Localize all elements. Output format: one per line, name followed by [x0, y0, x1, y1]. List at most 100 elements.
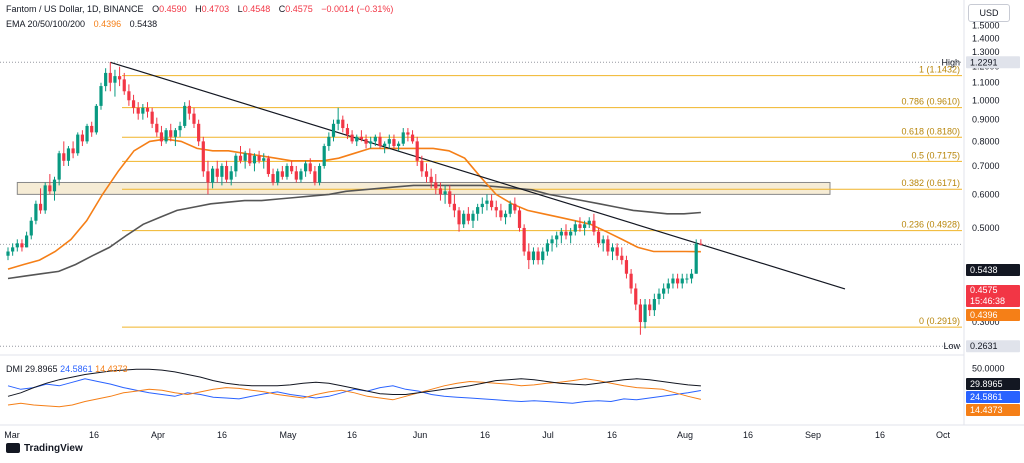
price-axis-tick: 1.3000: [972, 47, 1000, 57]
candle-body: [57, 153, 61, 180]
candle: [676, 273, 680, 289]
candle: [638, 299, 642, 335]
candle: [150, 107, 154, 129]
dmi-plus-line: [7, 378, 701, 404]
candle: [38, 188, 43, 214]
trendline: [110, 61, 846, 290]
candle: [527, 243, 531, 270]
candle: [118, 66, 122, 87]
candle: [480, 197, 484, 214]
candle: [392, 134, 396, 149]
dmi-badge: 24.5861: [970, 392, 1003, 402]
candle-body: [466, 213, 470, 221]
price-badge: 0.5438: [970, 265, 998, 275]
candle: [438, 182, 443, 201]
candle-body: [48, 185, 52, 192]
candle: [550, 235, 554, 252]
candle-body: [541, 251, 545, 261]
candle: [108, 62, 112, 92]
candle-body: [276, 171, 280, 183]
tradingview-label: TradingView: [24, 443, 83, 454]
candle-body: [569, 231, 573, 236]
dmi-adx-line: [7, 368, 701, 397]
candle-body: [141, 107, 145, 114]
tradingview-icon: [6, 443, 20, 454]
high-badge-bg: [966, 56, 1020, 69]
candle-body: [676, 278, 680, 284]
candle-body: [634, 288, 638, 305]
candle: [90, 121, 94, 137]
candle-body: [229, 171, 233, 180]
candle-body: [34, 203, 38, 221]
fib-level-label: 0.5 (0.7175): [911, 150, 960, 160]
dmi-header: DMI 29.8965 24.5861 14.4373: [6, 364, 128, 374]
price-badge: 0.4396: [970, 310, 998, 320]
candle: [141, 103, 145, 120]
candle: [285, 163, 289, 180]
candle: [648, 299, 652, 317]
countdown-badge: 15:46:38: [970, 296, 1005, 306]
candle: [634, 283, 638, 311]
candle: [243, 150, 247, 169]
candle-body: [215, 168, 219, 177]
candle: [606, 235, 610, 256]
candle: [155, 117, 159, 137]
ema-label: EMA 20/50/100/200: [6, 19, 86, 29]
candle-body: [262, 158, 266, 161]
candle-body: [536, 251, 540, 261]
candle-body: [564, 231, 568, 236]
candle-body: [197, 123, 201, 142]
dmi-minus-line: [7, 378, 702, 408]
candle-body: [643, 304, 647, 323]
candle: [429, 168, 433, 189]
price-axis-tick: 0.8000: [972, 136, 1000, 146]
candle: [76, 132, 80, 156]
candle-body: [187, 105, 191, 114]
candle: [136, 102, 140, 120]
candle-body: [350, 134, 354, 142]
candle: [517, 207, 522, 232]
candle-body: [406, 132, 410, 135]
candle-body: [397, 143, 401, 147]
candle: [476, 203, 480, 221]
candle-body: [248, 153, 252, 164]
candle-body: [480, 203, 484, 208]
symbol-header: Fantom / US Dollar, 1D, BINANCE O0.4590 …: [6, 4, 393, 14]
candle-body: [355, 136, 359, 142]
low-value: 0.4548: [242, 4, 271, 14]
candle: [169, 123, 173, 142]
currency-button[interactable]: USD: [968, 4, 1010, 22]
candle-body: [183, 105, 187, 126]
candle: [359, 130, 363, 142]
candle: [601, 235, 605, 252]
candle: [583, 220, 587, 236]
candle-body: [62, 153, 66, 161]
open-value: 0.4590: [159, 4, 187, 14]
candle: [220, 163, 224, 186]
tradingview-logo[interactable]: TradingView: [6, 443, 83, 454]
dmi-badge-bg: [966, 391, 1020, 403]
candle: [248, 148, 252, 166]
candle-body: [359, 136, 363, 140]
candle: [229, 165, 233, 186]
candle: [610, 243, 615, 261]
candle-body: [145, 107, 150, 112]
dmi-badge: 29.8965: [970, 379, 1003, 389]
time-axis-label: May: [279, 430, 297, 440]
support-zone: [16, 181, 831, 195]
candle: [271, 168, 275, 186]
candle-body: [20, 243, 24, 248]
candle: [643, 299, 647, 329]
candle: [331, 119, 336, 142]
candle: [234, 153, 238, 177]
candle: [299, 168, 303, 183]
candle: [280, 165, 284, 180]
candle-body: [503, 213, 508, 218]
ema-fast-value: 0.4396: [93, 19, 122, 29]
price-axis-tick: 1.5000: [972, 21, 1000, 31]
candle-body: [38, 203, 43, 211]
candle-body: [220, 165, 224, 177]
candle: [578, 217, 582, 232]
candle-body: [290, 165, 294, 172]
